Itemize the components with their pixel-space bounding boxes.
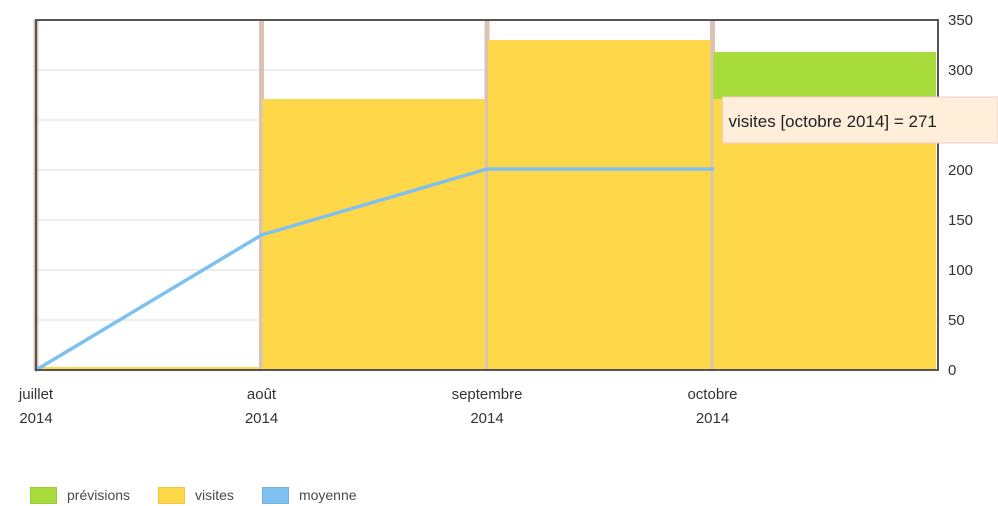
- legend-swatch-visites: [158, 486, 186, 504]
- category-post: [259, 20, 264, 370]
- category-post: [484, 20, 490, 370]
- tooltip-background: [722, 96, 998, 144]
- bar-visites-3[interactable]: [713, 99, 937, 370]
- point-moyenne-3[interactable]: [711, 167, 714, 171]
- tooltip: visites [octobre 2014] = 271: [722, 96, 998, 144]
- legend-item-moyenne[interactable]: moyenne: [261, 486, 357, 504]
- y-tick-label: 150: [948, 212, 973, 229]
- legend-label-moyenne: moyenne: [298, 487, 357, 503]
- legend-swatch-previsions: [30, 486, 57, 504]
- y-axis: 050100150200250300350: [948, 12, 973, 379]
- point-moyenne-1[interactable]: [260, 233, 263, 237]
- bar-visites-0[interactable]: [37, 367, 260, 370]
- y-tick-label: 0: [948, 362, 956, 379]
- y-tick-label: 350: [948, 12, 973, 29]
- x-tick-label: juillet 2014: [18, 386, 54, 427]
- bar-previsions-3[interactable]: [713, 52, 937, 99]
- legend-label-previsions: prévisions: [67, 487, 131, 503]
- x-tick-label: août 2014: [245, 386, 278, 427]
- bar-visites-1[interactable]: [262, 99, 486, 370]
- legend-item-previsions[interactable]: prévisions: [30, 486, 131, 504]
- legend-item-visites[interactable]: visites: [158, 486, 234, 504]
- category-post: [710, 20, 715, 370]
- plot-frame: [35, 19, 939, 371]
- tooltip-text: visites [octobre 2014] = 271: [729, 112, 937, 131]
- y-tick-label: 300: [948, 62, 973, 79]
- x-tick-label: septembre 2014: [452, 386, 523, 427]
- x-tick-label: octobre 2014: [687, 386, 737, 427]
- legend: prévisions visites moyenne: [30, 484, 385, 506]
- line-moyenne[interactable]: [34, 167, 715, 372]
- chart: 050100150200250300350 juillet2014août201…: [18, 12, 998, 427]
- x-axis: juillet 2014 août 2014 septembre 2014 octobre 2…: [18, 386, 738, 427]
- point-moyenne-2[interactable]: [485, 167, 489, 171]
- y-tick-label: 200: [948, 162, 973, 179]
- bar-visites-2[interactable]: [488, 40, 711, 370]
- y-tick-label: 100: [948, 262, 973, 279]
- legend-swatch-moyenne: [261, 486, 289, 504]
- y-tick-label: 50: [948, 312, 965, 329]
- legend-label-visites: visites: [195, 487, 234, 503]
- bars: [37, 40, 936, 370]
